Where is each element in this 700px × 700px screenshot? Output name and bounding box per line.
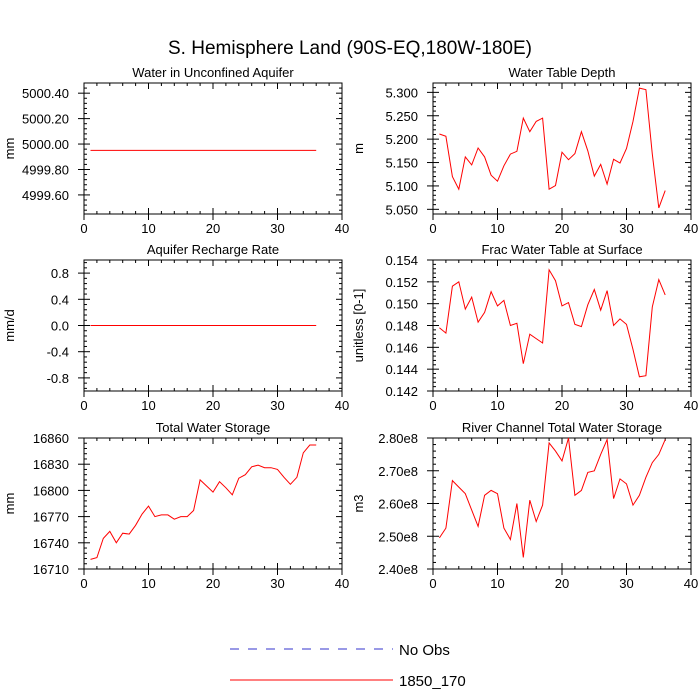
y-tick-label: 5000.20 xyxy=(22,112,69,127)
x-tick-label: 10 xyxy=(141,398,155,413)
y-tick-label: -0.8 xyxy=(47,371,69,386)
x-tick-label: 40 xyxy=(335,398,349,413)
y-tick-label: 4999.60 xyxy=(22,188,69,203)
y-tick-label: 16710 xyxy=(33,562,69,577)
x-tick-label: 20 xyxy=(206,221,220,236)
y-tick-label: 2.40e8 xyxy=(378,562,418,577)
x-tick-label: 0 xyxy=(80,398,87,413)
chart-panel-6: River Channel Total Water Storage m3 0 10 20… xyxy=(351,420,698,591)
figure-title: S. Hemisphere Land (90S-EQ,180W-180E) xyxy=(168,38,532,59)
x-tick-label: 20 xyxy=(206,398,220,413)
y-tick-label: 0.148 xyxy=(385,319,418,334)
panel-title: Total Water Storage xyxy=(156,420,270,435)
x-tick-label: 0 xyxy=(80,221,87,236)
y-tick-label: 0.142 xyxy=(385,384,418,399)
x-tick-label: 40 xyxy=(335,576,349,591)
y-tick-label: 16860 xyxy=(33,431,69,446)
y-tick-label: 5.200 xyxy=(385,132,418,147)
series-line-1850-170 xyxy=(439,87,666,209)
x-tick-label: 40 xyxy=(335,221,349,236)
x-tick-label: 30 xyxy=(270,576,284,591)
chart-panel-4: Frac Water Table at Surface unitless [0-1… xyxy=(351,242,698,413)
y-tick-label: -0.4 xyxy=(47,345,69,360)
x-tick-label: 0 xyxy=(80,576,87,591)
x-tick-label: 10 xyxy=(490,576,504,591)
y-tick-label: 5.300 xyxy=(385,85,418,100)
x-tick-label: 40 xyxy=(684,398,698,413)
x-tick-label: 20 xyxy=(206,576,220,591)
y-axis-label: mm xyxy=(2,493,17,515)
y-tick-label: 2.80e8 xyxy=(378,431,418,446)
x-tick-label: 10 xyxy=(490,221,504,236)
x-tick-label: 10 xyxy=(490,398,504,413)
y-tick-label: 2.60e8 xyxy=(378,497,418,512)
y-tick-label: 5.250 xyxy=(385,109,418,124)
panel-title: Water in Unconfined Aquifer xyxy=(132,65,294,80)
y-tick-label: 0.4 xyxy=(51,292,69,307)
panel-title: River Channel Total Water Storage xyxy=(462,420,662,435)
y-tick-label: 5.100 xyxy=(385,179,418,194)
series-line-1850-170 xyxy=(439,268,666,378)
y-axis-label: mm xyxy=(2,138,17,160)
y-axis-label: m3 xyxy=(351,494,366,512)
x-tick-label: 10 xyxy=(141,576,155,591)
y-tick-label: 4999.80 xyxy=(22,162,69,177)
y-axis-label: mm/d xyxy=(2,309,17,342)
y-axis-label: m xyxy=(351,143,366,154)
y-axis-label: unitless [0-1] xyxy=(351,289,366,363)
y-tick-label: 0.152 xyxy=(385,275,418,290)
x-tick-label: 30 xyxy=(619,398,633,413)
panels: Water in Unconfined Aquifer mm 0 10 20 30 40 49… xyxy=(2,65,698,591)
y-tick-label: 16770 xyxy=(33,510,69,525)
chart-panel-1: Water in Unconfined Aquifer mm 0 10 20 30 40 49… xyxy=(2,65,349,236)
x-tick-label: 0 xyxy=(429,576,436,591)
y-tick-label: 0.0 xyxy=(51,319,69,334)
y-tick-label: 16740 xyxy=(33,536,69,551)
series-line-1850-170 xyxy=(438,437,666,558)
legend-no-obs-label: No Obs xyxy=(399,642,450,659)
y-tick-label: 0.8 xyxy=(51,266,69,281)
chart-panel-3: Aquifer Recharge Rate mm/d 0 10 20 30 40 -0.8 -0… xyxy=(2,242,349,413)
y-tick-label: 0.154 xyxy=(385,253,418,268)
x-tick-label: 10 xyxy=(141,221,155,236)
panel-title: Aquifer Recharge Rate xyxy=(147,242,279,257)
legend-1850-170-label: 1850_170 xyxy=(399,673,466,690)
x-tick-label: 20 xyxy=(555,221,569,236)
x-tick-label: 30 xyxy=(270,398,284,413)
chart-panel-2: Water Table Depth m 0 10 20 30 40 5.050 5.100 5.1… xyxy=(351,65,698,236)
x-tick-label: 20 xyxy=(555,398,569,413)
x-tick-label: 0 xyxy=(429,398,436,413)
x-tick-label: 40 xyxy=(684,221,698,236)
y-tick-label: 16830 xyxy=(33,457,69,472)
x-tick-label: 30 xyxy=(619,221,633,236)
x-tick-label: 20 xyxy=(555,576,569,591)
x-tick-label: 0 xyxy=(429,221,436,236)
y-tick-label: 0.144 xyxy=(385,362,418,377)
panel-title: Frac Water Table at Surface xyxy=(481,242,642,257)
chart-panel-5: Total Water Storage mm 0 10 20 30 40 16710 16740… xyxy=(2,420,349,591)
y-tick-label: 0.150 xyxy=(385,297,418,312)
panel-title: Water Table Depth xyxy=(509,65,616,80)
y-tick-label: 5.150 xyxy=(385,156,418,171)
x-tick-label: 30 xyxy=(619,576,633,591)
x-tick-label: 30 xyxy=(270,221,284,236)
y-tick-label: 5.050 xyxy=(385,202,418,217)
x-tick-label: 40 xyxy=(684,576,698,591)
series-line-1850-170 xyxy=(90,444,317,560)
y-tick-label: 5000.40 xyxy=(22,86,69,101)
y-tick-label: 0.146 xyxy=(385,340,418,355)
y-tick-label: 2.50e8 xyxy=(378,529,418,544)
legend: No Obs 1850_170 xyxy=(230,642,466,690)
y-tick-label: 16800 xyxy=(33,483,69,498)
y-tick-label: 2.70e8 xyxy=(378,464,418,479)
y-tick-label: 5000.00 xyxy=(22,137,69,152)
